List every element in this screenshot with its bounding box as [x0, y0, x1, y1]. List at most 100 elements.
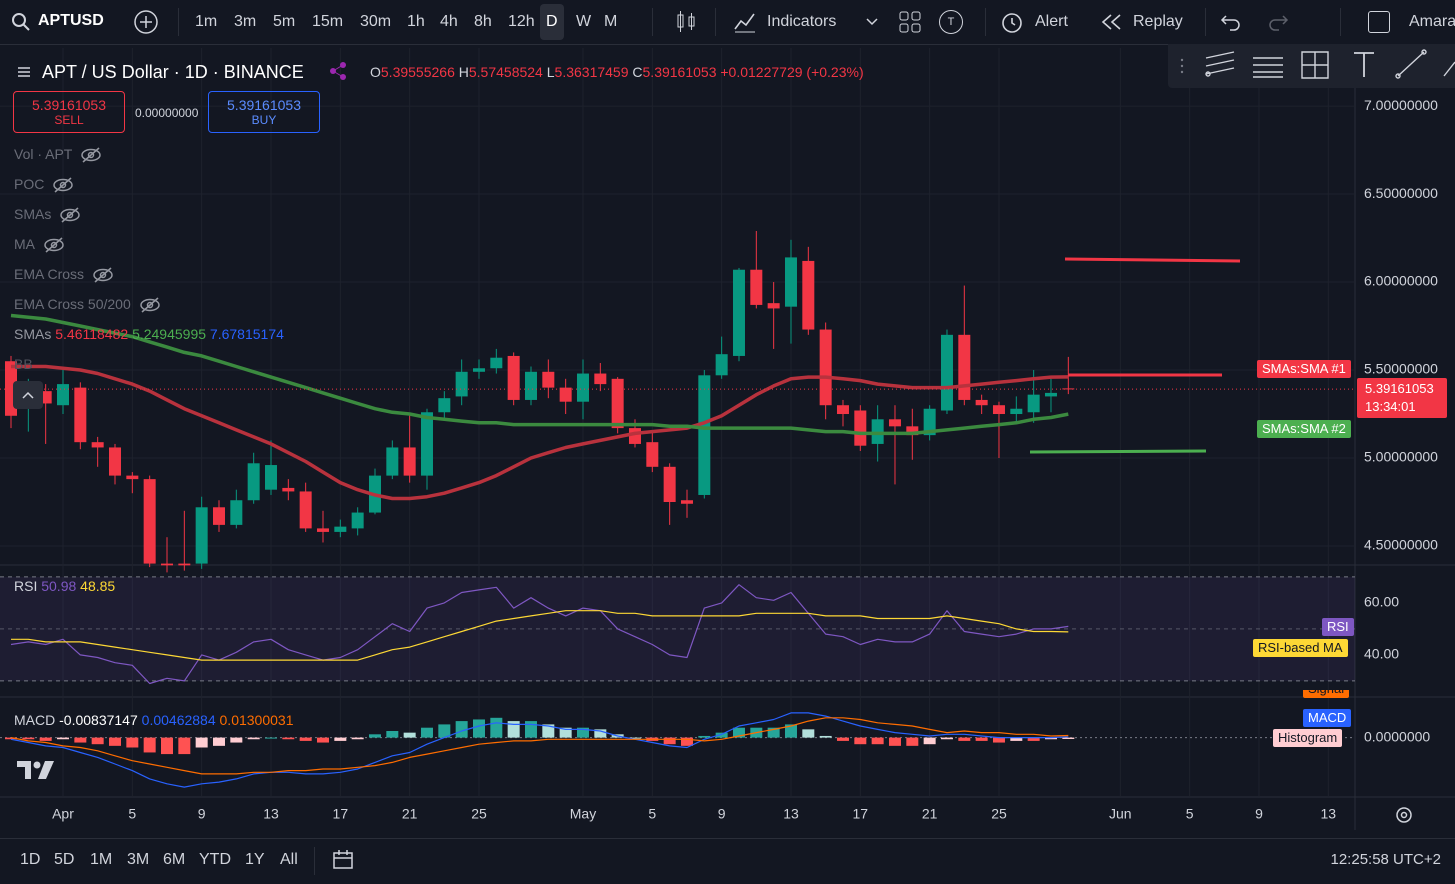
candle-body	[559, 387, 572, 402]
replay-button[interactable]: Replay	[1133, 13, 1183, 30]
x-tick-label: 25	[471, 806, 487, 822]
hidden-icon[interactable]	[80, 146, 102, 164]
layouts-icon[interactable]	[898, 10, 922, 34]
replay-icon[interactable]	[1100, 12, 1124, 32]
candle-body	[923, 408, 936, 436]
add-symbol[interactable]	[133, 9, 159, 35]
clock: 12:25:58 UTC+2	[1330, 851, 1442, 868]
interval-button[interactable]: 3m	[234, 13, 257, 30]
y-tick-label: 4.50000000	[1364, 537, 1438, 553]
interval-button[interactable]: 8h	[474, 13, 492, 30]
chart-type[interactable]	[674, 9, 698, 35]
search-icon[interactable]	[11, 12, 31, 32]
hidden-icon[interactable]	[52, 176, 74, 194]
interval-button[interactable]: W	[576, 13, 592, 30]
interval-button[interactable]: D	[540, 4, 564, 40]
y-tick-label: 5.00000000	[1364, 449, 1438, 465]
candle-body	[299, 491, 312, 529]
histogram-bar	[663, 737, 676, 745]
indicator-item[interactable]: SMAs	[14, 205, 81, 224]
hidden-icon[interactable]	[59, 206, 81, 224]
tool-icon[interactable]	[1205, 51, 1235, 75]
candle-body	[438, 398, 451, 413]
range-button[interactable]: 1M	[90, 851, 113, 868]
tool-icon[interactable]	[1253, 57, 1283, 78]
hidden-icon[interactable]	[92, 266, 114, 284]
interval-button[interactable]: 4h	[440, 13, 458, 30]
indicator-item[interactable]: EMA Cross	[14, 265, 114, 284]
user-icon[interactable]	[1368, 11, 1390, 33]
hidden-icon[interactable]	[139, 296, 161, 314]
indicator-item[interactable]: POC	[14, 175, 74, 194]
signal-tag: Signal	[1303, 690, 1350, 698]
x-tick-label: 21	[402, 806, 418, 822]
settings-icon[interactable]	[1393, 804, 1415, 826]
histogram-bar	[906, 737, 919, 746]
collapse-button[interactable]	[13, 381, 43, 409]
separator	[985, 8, 986, 36]
range-button[interactable]: YTD	[199, 851, 231, 868]
histogram-bar	[871, 737, 884, 745]
interval-button[interactable]: 1m	[195, 13, 218, 30]
alert-button[interactable]: Alert	[1035, 13, 1068, 30]
candle-body	[351, 512, 364, 529]
redo[interactable]	[1267, 12, 1289, 32]
interval-button[interactable]: 1h	[407, 13, 425, 30]
sell-button[interactable]: 5.39161053 SELL	[13, 91, 125, 133]
x-tick-label: 13	[1321, 806, 1337, 822]
rsi-value: 50.98	[41, 578, 77, 594]
symbol[interactable]: APTUSD	[38, 12, 104, 29]
candle-body	[143, 479, 156, 564]
interval-button[interactable]: M	[604, 13, 618, 30]
y-tick-label: 7.00000000	[1364, 97, 1438, 113]
range-button[interactable]: All	[280, 851, 298, 868]
histogram-bar	[438, 724, 451, 738]
candle-body	[57, 384, 69, 406]
range-button[interactable]: 5D	[54, 851, 75, 868]
tool-icon[interactable]	[1301, 51, 1329, 79]
interval-button[interactable]: 15m	[312, 13, 344, 30]
x-tick-label: 5	[648, 806, 656, 822]
interval-button[interactable]: 5m	[273, 13, 296, 30]
user-name[interactable]: Amara	[1409, 13, 1455, 30]
indicators-button[interactable]: Indicators	[767, 13, 837, 30]
candle-body	[455, 371, 468, 397]
chevron[interactable]	[865, 15, 879, 29]
range-button[interactable]: 3M	[127, 851, 150, 868]
interval-button[interactable]: 12h	[508, 13, 535, 30]
range-button[interactable]: 1D	[20, 851, 41, 868]
range-button[interactable]: 6M	[163, 851, 186, 868]
histogram-bar	[732, 727, 745, 738]
candle-body	[871, 419, 884, 444]
histogram-bar	[91, 737, 104, 745]
tool-icon[interactable]	[1354, 52, 1374, 77]
candle-body	[386, 447, 399, 476]
histogram-bar	[455, 721, 468, 738]
price-axis-bg	[1355, 44, 1455, 838]
x-tick-label: 9	[718, 806, 726, 822]
candle-body	[334, 526, 347, 532]
symbol-icon	[18, 67, 30, 77]
ohlc-label: L	[546, 64, 555, 80]
indicators-icon[interactable]	[732, 9, 758, 35]
goto-date[interactable]	[331, 848, 355, 872]
indicator-item[interactable]: EMA Cross 50/200	[14, 295, 161, 314]
interval-button[interactable]: 30m	[360, 13, 392, 30]
candle-body	[663, 466, 676, 503]
undo[interactable]	[1220, 12, 1242, 32]
indicator-item[interactable]: MA	[14, 235, 65, 254]
histogram-bar	[108, 737, 121, 746]
y-tick-label: 6.50000000	[1364, 185, 1438, 201]
histogram-bar	[299, 737, 312, 741]
hidden-icon[interactable]	[43, 236, 65, 254]
sma-value: 5.46118482	[55, 326, 129, 342]
buy-button[interactable]: 5.39161053 BUY	[208, 91, 320, 133]
tool-icon[interactable]	[1397, 51, 1425, 77]
x-tick-label: 13	[783, 806, 799, 822]
template-button[interactable]: T	[939, 10, 963, 34]
histogram-bar	[975, 737, 988, 741]
indicator-item[interactable]: Vol · APT	[14, 145, 102, 164]
chevron-up	[22, 391, 34, 399]
alert-icon[interactable]	[999, 9, 1025, 35]
range-button[interactable]: 1Y	[245, 851, 265, 868]
